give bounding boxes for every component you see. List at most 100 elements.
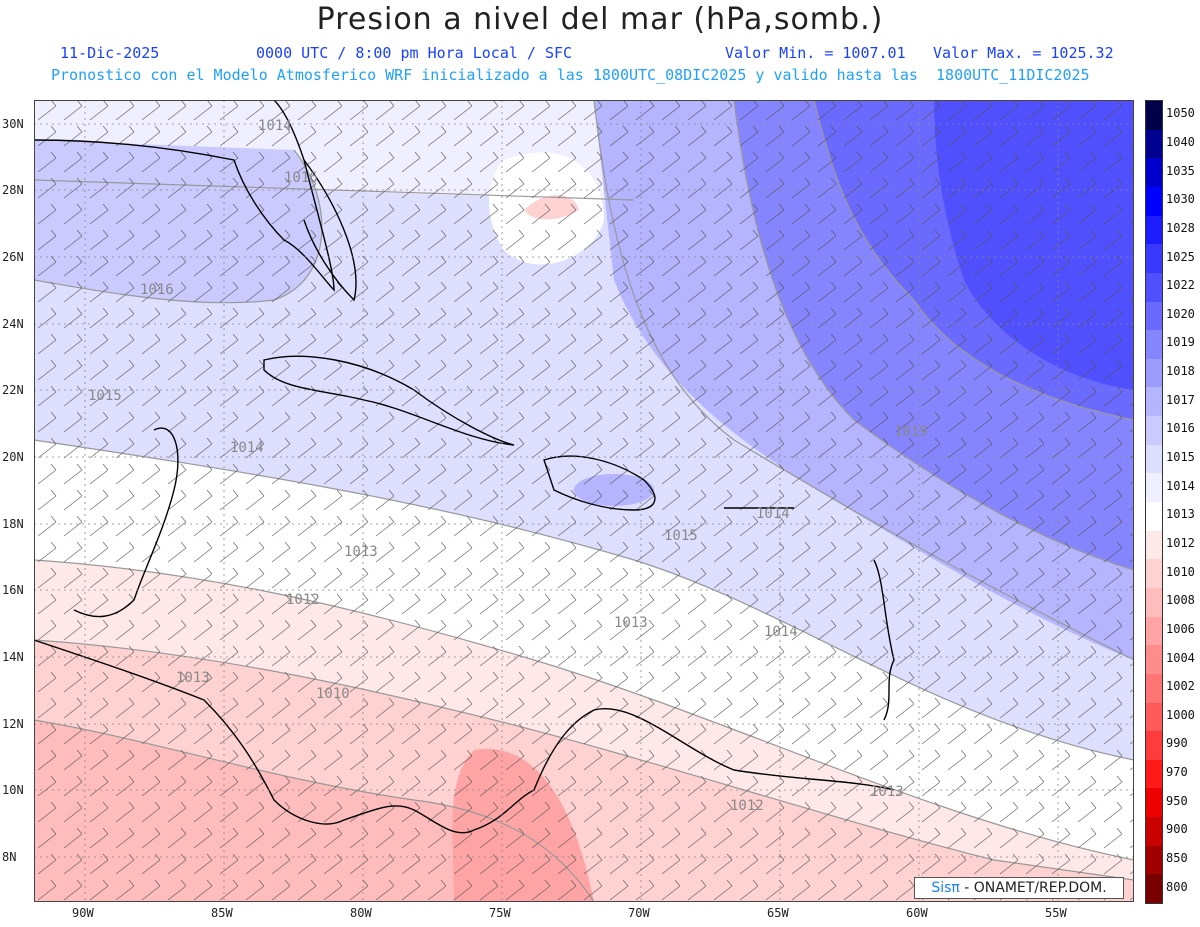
colorbar-level-label: 1004 [1166,650,1195,665]
lon-label: 75W [489,906,511,920]
colorbar-cell [1146,101,1162,131]
lat-label: 30N [2,117,24,131]
lon-label: 60W [906,906,928,920]
contour-label: 1013 [870,784,904,800]
forecast-date: 11-Dic-2025 [60,44,160,62]
colorbar-level-label: 1025 [1166,249,1195,264]
colorbar-level-label: 1017 [1166,392,1195,407]
colorbar-level-label: 990 [1166,736,1188,751]
contour-label: 1014 [230,440,264,456]
colorbar-cell [1146,330,1162,360]
colorbar-cell [1146,215,1162,245]
contour-label: 1016 [284,170,318,186]
colorbar-cell [1146,416,1162,446]
colorbar-level-label: 800 [1166,879,1188,894]
colorbar-level-label: 1018 [1166,364,1195,379]
colorbar-cell [1146,129,1162,159]
colorbar-level-label: 970 [1166,765,1188,780]
brand-logo: Sisπ [931,880,960,896]
colorbar-level-label: 1006 [1166,621,1195,636]
colorbar-cell [1146,301,1162,331]
colorbar-level-label: 900 [1166,822,1188,837]
lat-label: 22N [2,383,24,397]
colorbar-cell [1146,616,1162,646]
contour-label: 1014 [756,506,790,522]
lon-label: 85W [211,906,233,920]
colorbar-level-label: 1050 [1166,106,1195,121]
lat-label: 12N [2,717,24,731]
lat-label: 20N [2,450,24,464]
colorbar-cell [1146,444,1162,474]
map-title: Presion a nivel del mar (hPa,somb.) [316,2,884,37]
colorbar-cell [1146,702,1162,732]
colorbar-level-label: 1022 [1166,278,1195,293]
credit-box: Sisπ - ONAMET/REP.DOM. [914,877,1124,899]
colorbar [1145,100,1163,904]
colorbar-cell [1146,473,1162,503]
colorbar-level-label: 1030 [1166,192,1195,207]
colorbar-level-label: 1014 [1166,478,1195,493]
colorbar-cell [1146,358,1162,388]
colorbar-level-label: 1008 [1166,593,1195,608]
colorbar-cell [1146,387,1162,417]
pressure-map: 1014 1016 1016 1015 1014 1019 1013 1012 … [34,100,1134,902]
lat-label: 28N [2,183,24,197]
lon-label: 55W [1045,906,1067,920]
lat-label: 10N [2,783,24,797]
colorbar-level-label: 1002 [1166,679,1195,694]
colorbar-level-label: 1013 [1166,507,1195,522]
contour-label: 1014 [764,624,798,640]
colorbar-cell [1146,244,1162,274]
colorbar-cell [1146,673,1162,703]
max-value: Valor Max. = 1025.32 [933,44,1114,62]
forecast-time: 0000 UTC / 8:00 pm Hora Local / SFC [256,44,573,62]
lon-label: 70W [628,906,650,920]
colorbar-level-label: 1019 [1166,335,1195,350]
colorbar-level-label: 1016 [1166,421,1195,436]
forecast-description: Pronostico con el Modelo Atmosferico WRF… [51,66,1090,84]
lon-label: 90W [72,906,94,920]
colorbar-level-label: 950 [1166,793,1188,808]
contour-label: 1014 [258,118,292,134]
lat-label: 24N [2,317,24,331]
contour-label: 1016 [140,282,174,298]
colorbar-cell [1146,272,1162,302]
colorbar-cell [1146,874,1162,904]
colorbar-cell [1146,559,1162,589]
contour-label: 1013 [344,544,378,560]
colorbar-cell [1146,502,1162,532]
colorbar-level-label: 1000 [1166,707,1195,722]
contour-label: 1010 [316,686,350,702]
lat-label: 16N [2,583,24,597]
contour-label: 1015 [88,388,122,404]
contour-label: 1013 [614,615,648,631]
colorbar-level-label: 1035 [1166,163,1195,178]
colorbar-cell [1146,186,1162,217]
contour-label: 1012 [286,592,320,608]
lon-label: 65W [767,906,789,920]
lat-label: 14N [2,650,24,664]
colorbar-level-label: 1015 [1166,450,1195,465]
contour-label: 1015 [664,528,698,544]
contour-label: 1019 [894,424,928,440]
colorbar-cell [1146,788,1162,818]
colorbar-cell [1146,759,1162,789]
colorbar-cell [1146,530,1162,560]
colorbar-cell [1146,845,1162,875]
min-value: Valor Min. = 1007.01 [725,44,906,62]
map-canvas: 1014 1016 1016 1015 1014 1019 1013 1012 … [34,100,1134,902]
lon-label: 80W [350,906,372,920]
colorbar-level-label: 850 [1166,851,1188,866]
lat-label: 18N [2,517,24,531]
colorbar-level-label: 1020 [1166,306,1195,321]
colorbar-level-label: 1012 [1166,535,1195,550]
colorbar-cell [1146,587,1162,618]
colorbar-cell [1146,817,1162,847]
lat-label: 8N [2,850,17,864]
contour-label: 1013 [176,670,210,686]
colorbar-cell [1146,645,1162,675]
colorbar-level-label: 1040 [1166,134,1195,149]
contour-label: 1012 [730,798,764,814]
credit-org: - ONAMET/REP.DOM. [964,880,1107,896]
lat-label: 26N [2,250,24,264]
